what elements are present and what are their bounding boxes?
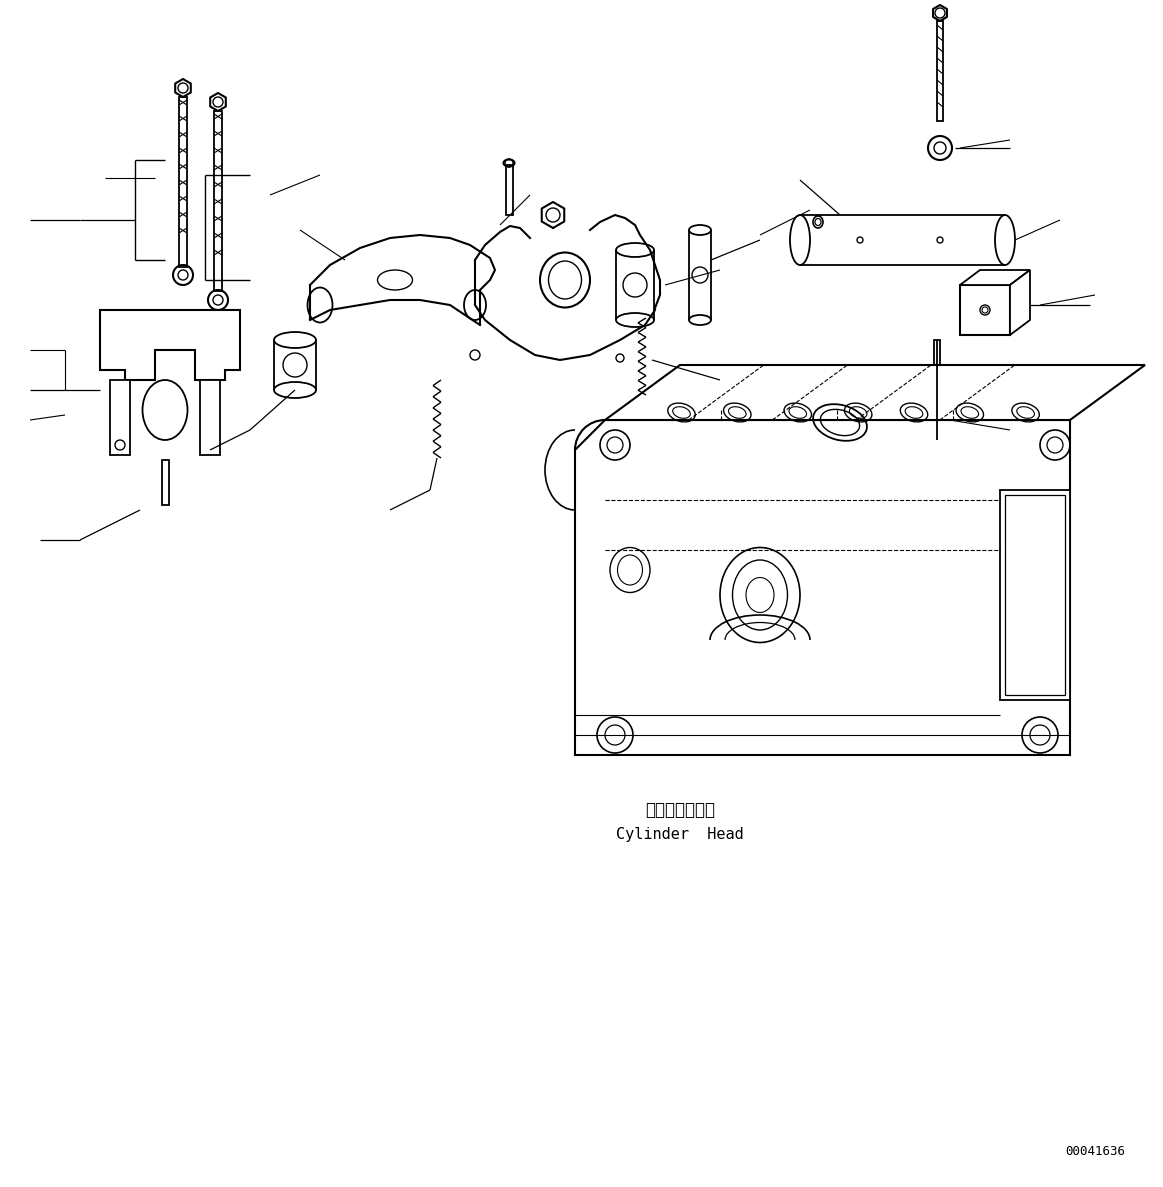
Polygon shape <box>959 285 1009 335</box>
Polygon shape <box>1000 490 1070 700</box>
Bar <box>214 112 222 291</box>
Text: 00041636: 00041636 <box>1065 1145 1125 1159</box>
Bar <box>934 339 940 434</box>
Polygon shape <box>605 364 1146 420</box>
Polygon shape <box>200 380 220 455</box>
Polygon shape <box>959 269 1030 285</box>
Text: シリンダヘッド: シリンダヘッド <box>645 801 715 819</box>
Bar <box>506 165 513 215</box>
Bar <box>1005 495 1065 696</box>
Polygon shape <box>110 380 130 455</box>
Polygon shape <box>1009 269 1030 335</box>
Text: Cylinder  Head: Cylinder Head <box>616 827 744 843</box>
Polygon shape <box>575 420 1070 755</box>
Bar <box>937 21 943 121</box>
Bar <box>179 97 187 267</box>
Bar <box>162 461 169 504</box>
Polygon shape <box>100 310 240 380</box>
